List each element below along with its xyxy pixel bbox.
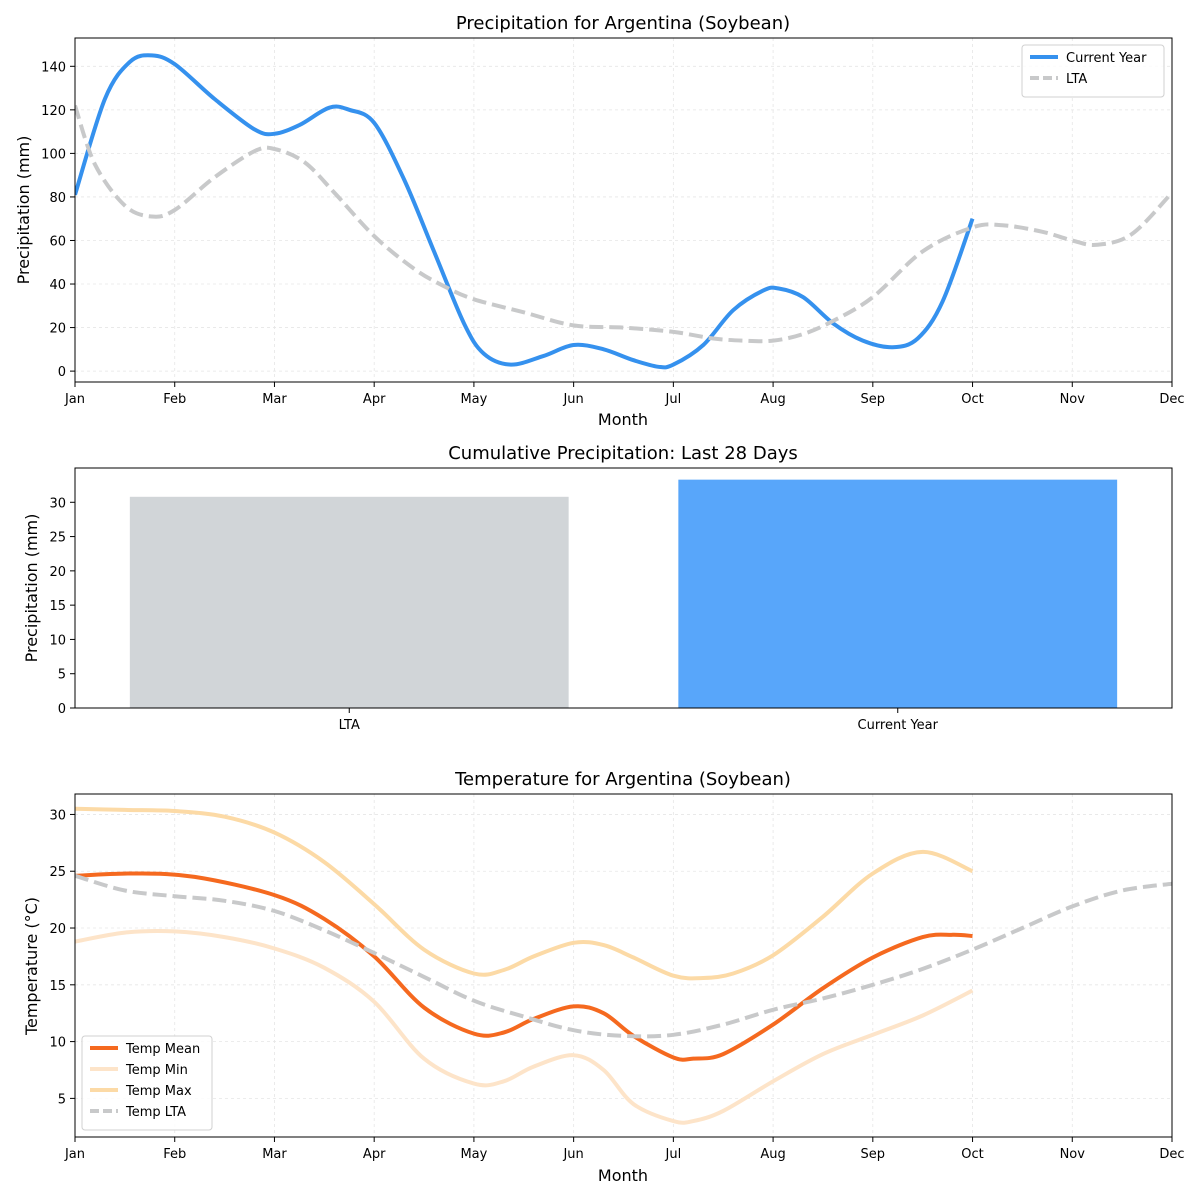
y-tick-label: 10 [49, 633, 66, 648]
x-tick-label: Aug [760, 1147, 785, 1162]
y-tick-label: 15 [49, 979, 66, 994]
y-tick-label: 30 [49, 808, 66, 823]
x-tick-label: May [460, 1147, 487, 1162]
series-group [75, 806, 1172, 1125]
x-tick-label: Jun [562, 1147, 583, 1162]
y-tick-label: 5 [58, 1092, 66, 1107]
y-tick-label: 0 [58, 365, 66, 380]
y-tick-label: 140 [41, 60, 66, 75]
x-tick-label: Apr [363, 1147, 386, 1162]
legend-label: Temp Max [125, 1084, 192, 1099]
legend-label: Current Year [1066, 51, 1147, 66]
x-tick-label: Jul [665, 392, 682, 407]
x-tick-label: Sep [861, 1147, 886, 1162]
chart-title: Temperature for Argentina (Soybean) [454, 769, 791, 790]
series-line-temp-max [75, 806, 974, 981]
y-axis-label: Precipitation (mm) [22, 514, 41, 663]
y-tick-label: 60 [49, 234, 66, 249]
x-tick-label: Oct [961, 392, 983, 407]
x-tick-label: Feb [163, 1147, 186, 1162]
legend-label: Temp Mean [125, 1042, 200, 1057]
legend-label: Temp LTA [125, 1105, 186, 1120]
y-tick-label: 100 [41, 147, 66, 162]
x-tick-label: Feb [163, 392, 186, 407]
x-tick-label: Nov [1060, 1147, 1086, 1162]
y-tick-label: 20 [49, 922, 66, 937]
chart-title: Precipitation for Argentina (Soybean) [456, 13, 790, 34]
y-tick-label: 25 [49, 865, 66, 880]
x-tick-label: May [460, 392, 487, 407]
x-tick-label: Jan [64, 1147, 85, 1162]
x-axis-label: Month [598, 410, 648, 429]
y-tick-label: 20 [49, 322, 66, 337]
legend-label: LTA [1066, 72, 1087, 87]
x-tick-label: Current Year [858, 718, 939, 733]
x-tick-label: Apr [363, 392, 386, 407]
y-axis-label: Precipitation (mm) [14, 136, 33, 285]
y-axis-label: Temperature (°C) [22, 897, 41, 1036]
x-axis-label: Month [598, 1166, 648, 1185]
series-line-lta [75, 104, 1172, 344]
bar-current-year [678, 479, 1118, 708]
cumulative-precipitation-bar-chart: Cumulative Precipitation: Last 28 Days P… [22, 443, 1173, 733]
series-group [75, 53, 1172, 370]
plot-frame [74, 793, 1173, 1138]
legend: Temp Mean Temp Min Temp Max Temp LTA [81, 1035, 213, 1131]
y-tick-label: 10 [49, 1036, 66, 1051]
x-tick-label: Jul [665, 1147, 682, 1162]
y-tick-label: 0 [58, 702, 66, 717]
x-tick-label: Jan [64, 392, 85, 407]
x-tick-label: Oct [961, 1147, 983, 1162]
series-line-temp-mean [75, 871, 973, 1062]
y-tick-label: 15 [49, 599, 66, 614]
x-tick-label: Dec [1159, 1147, 1184, 1162]
x-tick-label: Nov [1060, 392, 1086, 407]
x-tick-label: Dec [1159, 392, 1184, 407]
series-line-temp-min [75, 929, 974, 1125]
x-tick-label: Sep [861, 392, 886, 407]
x-tick-label: Mar [262, 1147, 287, 1162]
y-tick-label: 25 [49, 531, 66, 546]
temperature-line-chart: Temperature for Argentina (Soybean) Temp… [22, 769, 1185, 1185]
legend: Current Year LTA [1021, 44, 1165, 98]
chart-title: Cumulative Precipitation: Last 28 Days [448, 443, 798, 464]
x-tick-label: Aug [760, 392, 785, 407]
plot-frame [74, 467, 1173, 709]
y-tick-label: 40 [49, 278, 66, 293]
precipitation-line-chart: Precipitation for Argentina (Soybean) Pr… [14, 13, 1185, 429]
y-tick-label: 5 [58, 668, 66, 683]
y-tick-label: 120 [41, 104, 66, 119]
x-tick-label: Mar [262, 392, 287, 407]
y-tick-label: 20 [49, 565, 66, 580]
legend-label: Temp Min [125, 1063, 188, 1078]
bar-lta [129, 496, 569, 708]
y-tick-label: 80 [49, 191, 66, 206]
series-line-current-year [75, 53, 975, 370]
x-tick-label: Jun [562, 392, 583, 407]
plot-frame [74, 37, 1173, 383]
series-line-temp-lta [75, 873, 1172, 1039]
y-tick-label: 30 [49, 496, 66, 511]
x-tick-label: LTA [339, 718, 360, 733]
legend-box [81, 1035, 213, 1131]
